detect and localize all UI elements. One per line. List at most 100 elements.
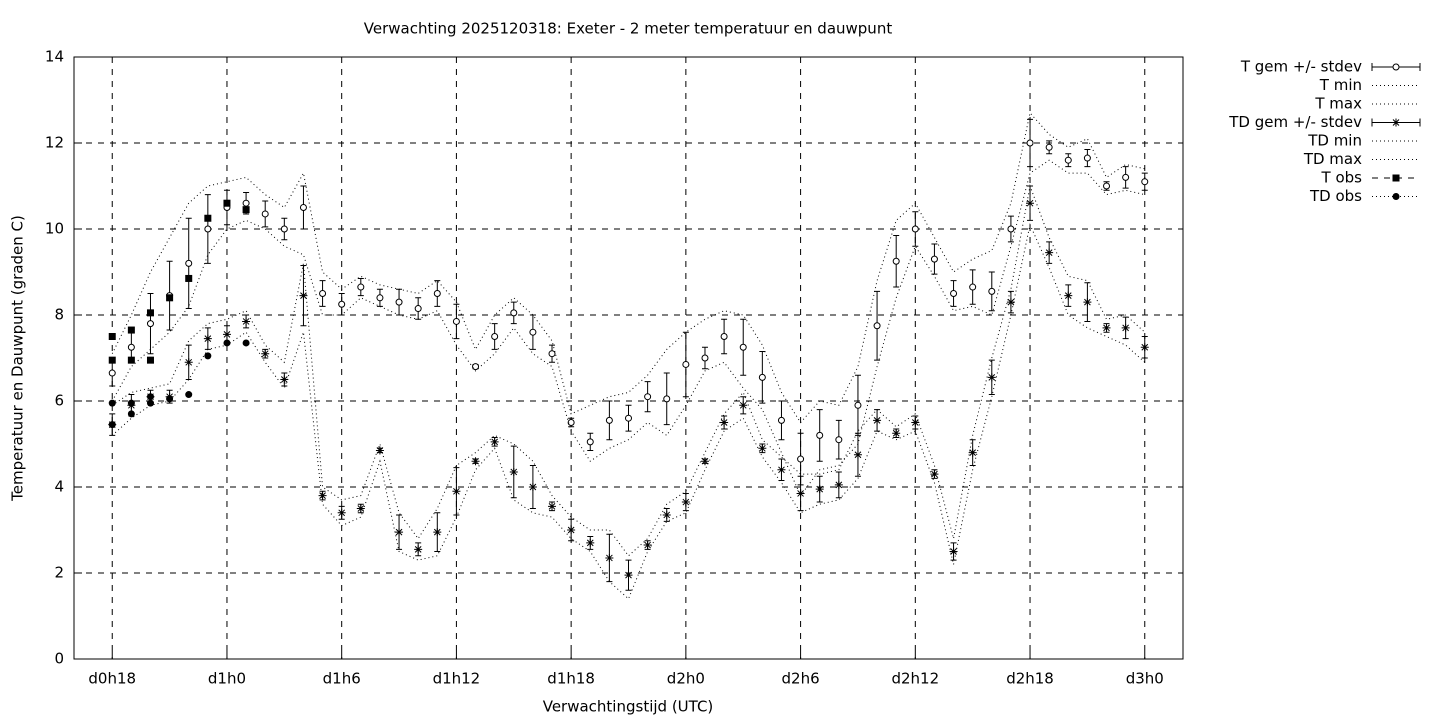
point xyxy=(223,199,231,207)
point xyxy=(739,401,748,410)
point xyxy=(892,257,900,265)
point xyxy=(1083,298,1092,307)
range-line xyxy=(111,184,1146,557)
point xyxy=(605,416,613,424)
point xyxy=(1140,343,1149,352)
point xyxy=(777,416,785,424)
point xyxy=(299,204,307,211)
point xyxy=(261,210,269,218)
point xyxy=(299,291,308,300)
point xyxy=(414,305,422,313)
point xyxy=(1026,199,1035,208)
point xyxy=(1392,63,1400,71)
point xyxy=(854,401,862,409)
point xyxy=(127,326,135,334)
point xyxy=(146,320,154,328)
point xyxy=(624,571,633,580)
point xyxy=(548,502,557,511)
y-tick-label: 10 xyxy=(45,220,64,238)
point xyxy=(1392,118,1400,127)
point xyxy=(376,294,384,302)
point xyxy=(337,508,346,517)
y-axis-label: Temperatuur en Dauwpunt (graden C) xyxy=(9,215,27,502)
point xyxy=(375,446,384,455)
point xyxy=(625,414,632,422)
point xyxy=(1102,323,1111,332)
point xyxy=(930,255,938,263)
point xyxy=(108,399,116,407)
point xyxy=(452,487,461,496)
point xyxy=(184,358,193,367)
point xyxy=(988,287,996,295)
point xyxy=(146,393,154,401)
point xyxy=(700,457,709,466)
legend-label: TD obs xyxy=(1309,187,1362,205)
point xyxy=(261,349,270,358)
y-tick-label: 12 xyxy=(45,134,64,152)
point xyxy=(797,455,805,463)
point xyxy=(127,399,135,407)
point xyxy=(166,395,174,403)
point xyxy=(548,350,556,358)
point xyxy=(146,356,154,364)
legend-label: TD min xyxy=(1307,132,1362,150)
x-tick-label: d1h12 xyxy=(433,670,481,688)
point xyxy=(949,547,958,556)
point xyxy=(242,199,250,207)
point xyxy=(185,259,193,267)
point xyxy=(701,354,709,362)
point xyxy=(242,206,250,214)
point xyxy=(835,436,843,444)
x-tick-label: d2h0 xyxy=(667,670,705,688)
point xyxy=(338,300,346,308)
point xyxy=(242,317,251,326)
point xyxy=(911,418,920,427)
point xyxy=(1045,248,1054,257)
point xyxy=(319,290,327,297)
point xyxy=(108,421,116,429)
point xyxy=(203,334,212,343)
legend-label: T gem +/- stdev xyxy=(1240,58,1362,76)
point xyxy=(586,438,594,446)
point xyxy=(644,393,652,401)
y-tick-label: 14 xyxy=(45,48,64,66)
point xyxy=(528,483,537,491)
point xyxy=(567,419,575,426)
point xyxy=(108,356,116,364)
point xyxy=(356,504,365,513)
point xyxy=(816,431,824,439)
point xyxy=(605,553,614,562)
point xyxy=(682,360,690,368)
point xyxy=(1064,156,1072,164)
x-tick-label: d2h6 xyxy=(782,670,820,688)
point xyxy=(1122,173,1130,181)
point xyxy=(185,274,193,282)
point xyxy=(643,541,652,550)
range-line xyxy=(111,223,1146,600)
point xyxy=(1392,193,1400,200)
point xyxy=(663,395,671,403)
y-tick-label: 0 xyxy=(54,650,64,668)
legend-label: TD gem +/- stdev xyxy=(1228,113,1362,131)
point xyxy=(930,470,939,479)
point xyxy=(987,373,996,382)
point xyxy=(510,309,518,317)
x-tick-label: d0h18 xyxy=(88,670,136,688)
point xyxy=(242,339,250,347)
point xyxy=(108,333,116,340)
point xyxy=(720,418,729,427)
point xyxy=(414,545,423,554)
point xyxy=(834,480,843,489)
point xyxy=(681,498,690,507)
point xyxy=(586,538,595,547)
point xyxy=(204,225,212,233)
point xyxy=(815,485,824,494)
x-tick-label: d1h6 xyxy=(323,670,361,688)
point xyxy=(509,467,518,476)
point xyxy=(108,369,116,377)
point xyxy=(873,322,881,330)
point xyxy=(204,352,212,360)
legend-label: T obs xyxy=(1321,169,1363,187)
point xyxy=(1006,298,1015,307)
